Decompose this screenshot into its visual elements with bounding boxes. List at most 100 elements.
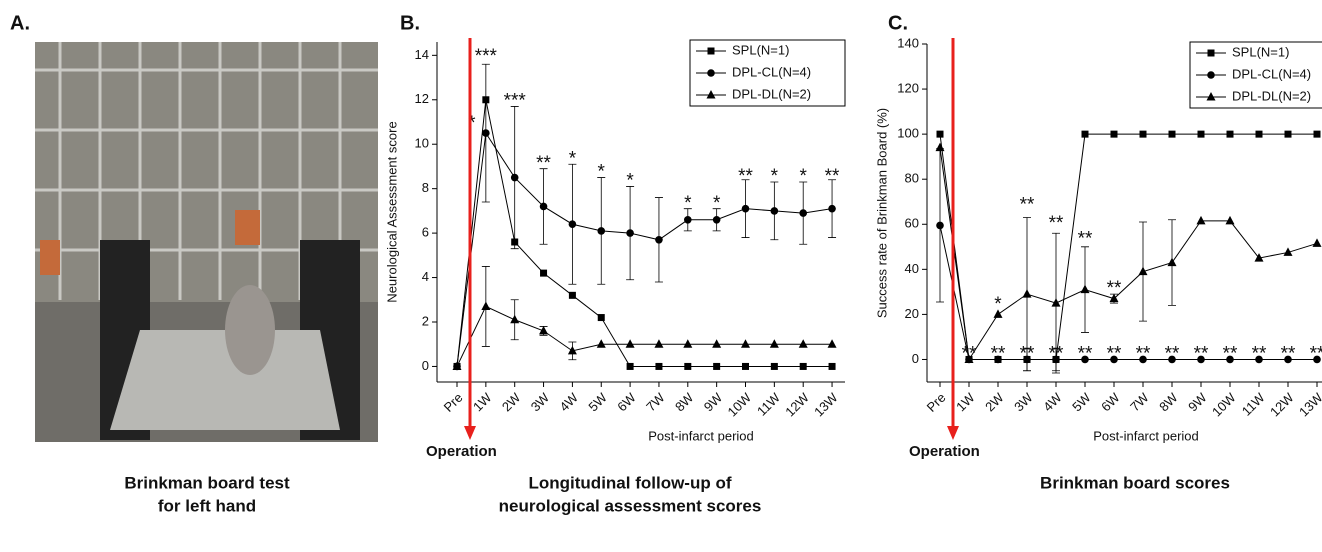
marker — [1284, 355, 1292, 364]
annotation: *** — [475, 46, 498, 67]
marker — [1284, 130, 1292, 138]
annotation: ** — [536, 153, 551, 174]
annotation: * — [771, 166, 779, 187]
y-tick-label: 80 — [905, 171, 919, 186]
caption: for left hand — [158, 496, 256, 515]
annotation: ** — [1310, 343, 1322, 364]
marker — [707, 69, 715, 77]
x-tick-label: 12W — [1267, 389, 1297, 419]
marker — [1313, 355, 1321, 364]
legend-label: SPL(N=1) — [1232, 44, 1289, 59]
annotation: * — [713, 193, 721, 214]
x-tick-label: 4W — [557, 389, 582, 414]
x-tick-label: 4W — [1040, 389, 1065, 414]
annotation: ** — [1078, 229, 1093, 250]
marker — [1312, 238, 1322, 247]
annotation: ** — [1136, 343, 1151, 364]
y-tick-label: 12 — [415, 91, 429, 106]
marker — [1110, 130, 1118, 138]
marker — [597, 227, 606, 235]
marker — [1110, 355, 1118, 364]
marker — [799, 209, 807, 217]
marker — [568, 220, 577, 229]
photo — [35, 42, 378, 535]
marker — [993, 309, 1003, 318]
marker — [798, 339, 808, 348]
y-tick-label: 6 — [422, 225, 429, 240]
operation-label: Operation — [909, 443, 980, 460]
series-line — [939, 225, 1317, 360]
marker — [510, 173, 519, 182]
y-tick-label: 4 — [422, 269, 429, 284]
marker — [936, 221, 944, 230]
marker — [1168, 130, 1176, 138]
marker — [1139, 355, 1147, 364]
x-tick-label: 11W — [1239, 389, 1268, 418]
marker — [741, 339, 750, 348]
marker — [452, 361, 462, 370]
y-tick-label: 0 — [912, 351, 919, 366]
x-tick-label: 10W — [1209, 389, 1239, 419]
x-tick-label: 13W — [811, 389, 841, 419]
marker — [1283, 247, 1293, 256]
marker — [1226, 130, 1234, 138]
annotation: ** — [1194, 343, 1209, 364]
annotation: * — [598, 162, 606, 183]
annotation: ** — [825, 166, 840, 187]
marker — [1206, 92, 1216, 101]
marker — [596, 339, 606, 348]
marker — [799, 362, 807, 370]
marker — [539, 202, 548, 211]
marker — [994, 355, 1002, 364]
x-tick-label: 7W — [643, 389, 668, 414]
x-tick-label: Pre — [924, 390, 949, 415]
x-tick-label: 6W — [614, 389, 639, 414]
annotation: * — [626, 171, 634, 192]
series-line — [456, 131, 833, 367]
marker — [510, 314, 520, 324]
annotation: ** — [738, 166, 753, 187]
annotation: ** — [1223, 343, 1238, 364]
legend-label: DPL-CL(N=4) — [732, 64, 811, 79]
y-tick-label: 120 — [897, 81, 919, 96]
y-axis-label: Neurological Assessment score — [384, 121, 399, 302]
annotation: * — [468, 113, 476, 134]
x-tick-label: 7W — [1127, 389, 1152, 414]
marker — [712, 339, 722, 348]
marker — [935, 142, 945, 152]
x-tick-label: 10W — [725, 389, 755, 419]
series-line — [456, 305, 833, 367]
marker — [567, 345, 577, 355]
annotation: ** — [1165, 343, 1180, 364]
caption: Brinkman board scores — [1040, 473, 1230, 492]
x-tick-label: 1W — [953, 389, 978, 414]
series-line — [456, 99, 833, 367]
marker — [684, 215, 692, 224]
y-tick-label: 140 — [897, 35, 919, 50]
annotation: ** — [1020, 195, 1035, 216]
panel-label: B. — [400, 12, 420, 34]
marker — [707, 47, 715, 55]
y-tick-label: 60 — [905, 216, 919, 231]
marker — [626, 229, 634, 237]
y-tick-label: 100 — [897, 126, 919, 141]
marker — [769, 339, 779, 348]
marker — [828, 204, 836, 213]
marker — [741, 204, 750, 213]
annotation: *** — [504, 91, 527, 112]
marker — [654, 339, 664, 348]
x-tick-label: 11W — [754, 389, 783, 418]
x-tick-label: 3W — [528, 389, 553, 414]
marker — [964, 354, 974, 363]
marker — [655, 362, 663, 370]
x-tick-label: 13W — [1296, 389, 1322, 419]
annotation: ** — [1107, 343, 1122, 364]
marker — [1197, 130, 1205, 138]
x-tick-label: 8W — [672, 389, 697, 414]
marker — [625, 339, 635, 348]
marker — [1207, 71, 1215, 79]
caption: Brinkman board test — [124, 473, 290, 492]
operation-label: Operation — [426, 443, 497, 460]
x-tick-label: 12W — [782, 389, 812, 419]
marker — [482, 129, 490, 137]
